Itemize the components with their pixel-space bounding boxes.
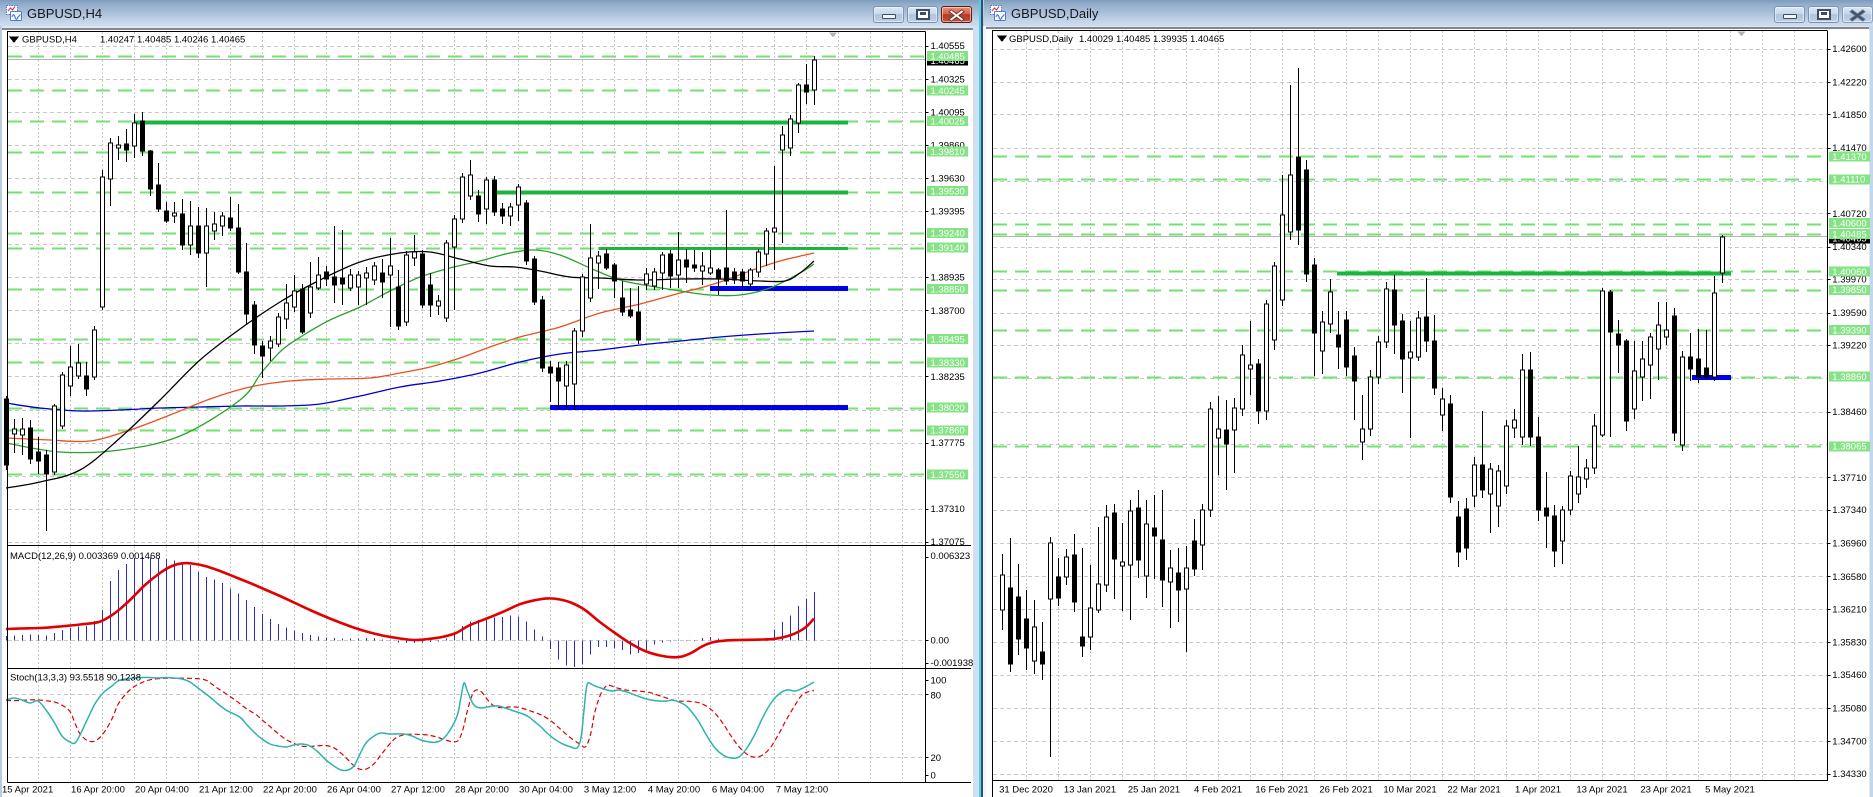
svg-text:1.38495: 1.38495	[931, 334, 965, 345]
svg-text:26 Apr 04:00: 26 Apr 04:00	[327, 785, 381, 796]
svg-text:1.36210: 1.36210	[1832, 604, 1866, 615]
svg-text:3 May 12:00: 3 May 12:00	[584, 785, 636, 796]
svg-text:1.39970: 1.39970	[1832, 275, 1866, 286]
svg-text:1.41470: 1.41470	[1832, 143, 1866, 154]
svg-text:28 Apr 20:00: 28 Apr 20:00	[455, 785, 509, 796]
svg-text:1.40465: 1.40465	[931, 56, 965, 67]
svg-text:15 Apr 2021: 15 Apr 2021	[2, 785, 53, 796]
svg-text:GBPUSD,H4: GBPUSD,H4	[22, 35, 77, 46]
svg-text:1.41370: 1.41370	[1832, 152, 1866, 163]
svg-text:-0.001938: -0.001938	[931, 658, 974, 669]
svg-text:1.42220: 1.42220	[1832, 77, 1866, 88]
svg-text:1.39220: 1.39220	[1832, 340, 1866, 351]
svg-text:1.39390: 1.39390	[1832, 326, 1866, 337]
svg-text:1.36960: 1.36960	[1832, 539, 1866, 550]
svg-text:1.40720: 1.40720	[1832, 209, 1866, 220]
svg-text:16 Apr 20:00: 16 Apr 20:00	[71, 785, 125, 796]
svg-text:10 Mar 2021: 10 Mar 2021	[1383, 785, 1436, 796]
svg-text:16 Feb 2021: 16 Feb 2021	[1255, 785, 1308, 796]
svg-text:0.006323: 0.006323	[931, 551, 971, 562]
svg-text:1.41850: 1.41850	[1832, 110, 1866, 121]
svg-text:21 Apr 12:00: 21 Apr 12:00	[199, 785, 253, 796]
svg-text:1.37775: 1.37775	[931, 438, 965, 449]
svg-text:1.41110: 1.41110	[1832, 175, 1865, 186]
svg-text:1.34700: 1.34700	[1832, 737, 1866, 748]
svg-text:20 Apr 04:00: 20 Apr 04:00	[135, 785, 189, 796]
svg-text:1.40029 1.40485 1.39935 1.4046: 1.40029 1.40485 1.39935 1.40465	[1079, 34, 1224, 45]
svg-text:1.35080: 1.35080	[1832, 703, 1866, 714]
svg-text:1.40600: 1.40600	[1832, 218, 1866, 229]
svg-text:1.35830: 1.35830	[1832, 638, 1866, 649]
svg-text:80: 80	[931, 690, 942, 701]
svg-text:4 Feb 2021: 4 Feb 2021	[1194, 785, 1242, 796]
svg-text:1.37075: 1.37075	[931, 537, 965, 548]
svg-text:1.37340: 1.37340	[1832, 505, 1866, 516]
svg-text:4 May 20:00: 4 May 20:00	[648, 785, 700, 796]
svg-text:1.38330: 1.38330	[931, 358, 965, 369]
svg-text:1.40340: 1.40340	[1832, 242, 1866, 253]
svg-text:1.40555: 1.40555	[931, 41, 965, 52]
svg-text:1.38235: 1.38235	[931, 372, 965, 383]
svg-text:13 Apr 2021: 13 Apr 2021	[1576, 785, 1627, 796]
svg-text:1.37710: 1.37710	[1832, 473, 1866, 484]
svg-text:1.42600: 1.42600	[1832, 44, 1866, 55]
svg-text:100: 100	[931, 675, 947, 686]
svg-text:31 Dec 2020: 31 Dec 2020	[999, 785, 1053, 796]
svg-text:27 Apr 12:00: 27 Apr 12:00	[391, 785, 445, 796]
svg-text:1.39140: 1.39140	[931, 243, 965, 254]
svg-text:1.40247 1.40485 1.40246 1.4046: 1.40247 1.40485 1.40246 1.40465	[100, 35, 245, 46]
svg-text:GBPUSD,Daily: GBPUSD,Daily	[1009, 34, 1073, 45]
svg-text:1 Apr 2021: 1 Apr 2021	[1515, 785, 1561, 796]
svg-text:1.39850: 1.39850	[1832, 285, 1866, 296]
svg-text:1.36580: 1.36580	[1832, 572, 1866, 583]
svg-text:6 May 04:00: 6 May 04:00	[712, 785, 764, 796]
svg-text:13 Jan 2021: 13 Jan 2021	[1064, 785, 1116, 796]
svg-text:22 Apr 20:00: 22 Apr 20:00	[263, 785, 317, 796]
svg-text:1.38850: 1.38850	[931, 284, 965, 295]
svg-text:1.40325: 1.40325	[931, 74, 965, 85]
svg-text:5 May 2021: 5 May 2021	[1705, 785, 1755, 796]
svg-text:1.38935: 1.38935	[931, 273, 965, 284]
svg-text:1.40485: 1.40485	[1832, 230, 1866, 241]
svg-text:1.34330: 1.34330	[1832, 769, 1866, 780]
svg-text:MACD(12,26,9) 0.003369 0.00146: MACD(12,26,9) 0.003369 0.001468	[10, 551, 161, 562]
svg-text:1.39810: 1.39810	[931, 147, 965, 158]
svg-text:1.39630: 1.39630	[931, 174, 965, 185]
svg-text:0.00: 0.00	[931, 636, 950, 647]
svg-text:1.39240: 1.39240	[931, 228, 965, 239]
svg-text:20: 20	[931, 753, 942, 764]
svg-text:1.39395: 1.39395	[931, 207, 965, 218]
svg-text:1.40465: 1.40465	[1832, 234, 1866, 245]
svg-text:1.38460: 1.38460	[1832, 407, 1866, 418]
svg-text:1.35460: 1.35460	[1832, 670, 1866, 681]
svg-text:1.40485: 1.40485	[931, 51, 965, 62]
svg-text:25 Jan 2021: 25 Jan 2021	[1128, 785, 1180, 796]
svg-text:1.38020: 1.38020	[931, 403, 965, 414]
svg-text:1.40060: 1.40060	[1832, 267, 1866, 278]
svg-text:1.40095: 1.40095	[931, 107, 965, 118]
svg-text:1.37550: 1.37550	[931, 470, 965, 481]
svg-text:1.40025: 1.40025	[931, 116, 965, 127]
svg-text:1.40245: 1.40245	[931, 86, 965, 97]
svg-text:30 Apr 04:00: 30 Apr 04:00	[519, 785, 573, 796]
svg-text:1.39590: 1.39590	[1832, 308, 1866, 319]
svg-text:22 Mar 2021: 22 Mar 2021	[1447, 785, 1500, 796]
svg-text:1.38065: 1.38065	[1832, 442, 1866, 453]
svg-text:7 May 12:00: 7 May 12:00	[776, 785, 828, 796]
svg-text:1.37860: 1.37860	[931, 426, 965, 437]
svg-text:1.37310: 1.37310	[931, 504, 965, 515]
svg-text:1.38860: 1.38860	[1832, 372, 1866, 383]
svg-text:1.39860: 1.39860	[931, 140, 965, 151]
svg-text:1.38700: 1.38700	[931, 306, 965, 317]
svg-text:1.39530: 1.39530	[931, 186, 965, 197]
svg-text:26 Feb 2021: 26 Feb 2021	[1319, 785, 1372, 796]
svg-text:0: 0	[931, 771, 936, 782]
svg-text:23 Apr 2021: 23 Apr 2021	[1640, 785, 1691, 796]
svg-text:Stoch(13,3,3) 93.5518 90.1238: Stoch(13,3,3) 93.5518 90.1238	[10, 673, 141, 684]
